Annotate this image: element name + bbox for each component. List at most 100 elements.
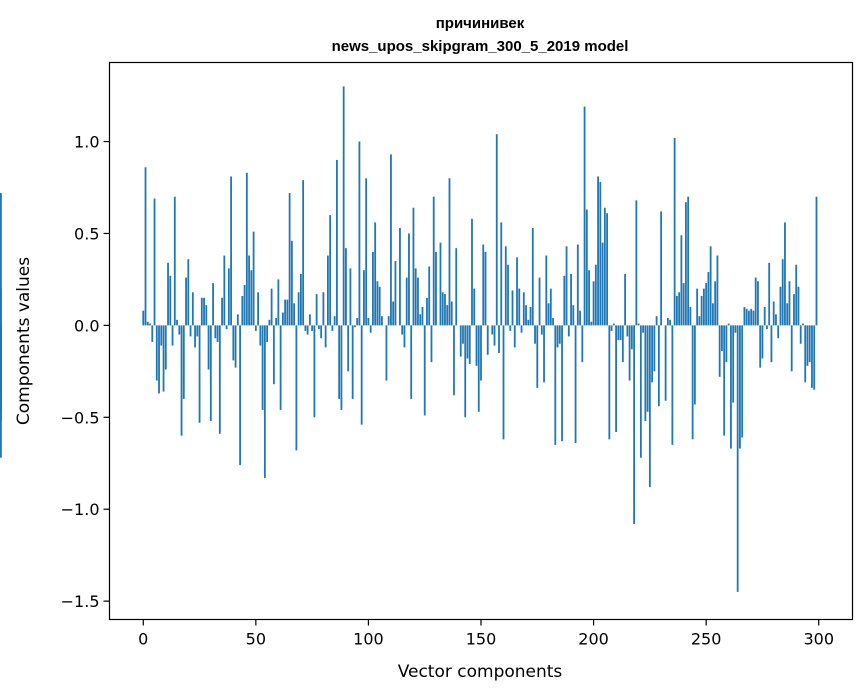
bar xyxy=(347,325,350,372)
bar xyxy=(466,325,469,359)
bar-series xyxy=(0,86,818,592)
bar xyxy=(698,316,701,326)
bar xyxy=(572,305,575,326)
bar xyxy=(799,325,802,344)
bar xyxy=(270,288,273,326)
bar xyxy=(221,297,223,326)
bar xyxy=(513,325,516,348)
bar xyxy=(354,325,356,328)
bar xyxy=(180,325,183,436)
bar xyxy=(306,325,309,335)
bar xyxy=(651,325,654,383)
y-tick-label: −0.5 xyxy=(61,408,100,427)
bar xyxy=(473,288,476,326)
bar xyxy=(486,325,489,355)
bar xyxy=(387,316,390,326)
y-tick-label: −1.0 xyxy=(61,500,100,519)
bar xyxy=(189,325,192,337)
bar xyxy=(218,325,221,434)
bar xyxy=(435,251,437,326)
bar xyxy=(477,325,480,412)
bar xyxy=(266,325,269,342)
bar xyxy=(491,325,494,335)
bar xyxy=(743,306,746,326)
bar xyxy=(349,268,352,326)
bar xyxy=(471,218,473,326)
bar xyxy=(705,283,708,326)
bar xyxy=(230,176,232,326)
bar xyxy=(281,312,284,326)
bar xyxy=(529,306,532,326)
bar xyxy=(763,306,766,326)
bar xyxy=(556,325,559,348)
bar xyxy=(446,305,449,326)
bar xyxy=(585,209,588,326)
bar xyxy=(345,248,347,326)
bar xyxy=(815,196,818,326)
bar xyxy=(327,255,329,326)
bar xyxy=(444,294,446,326)
y-tick-label: 1.0 xyxy=(74,133,99,152)
bar xyxy=(374,222,377,326)
bar xyxy=(592,281,595,326)
bar xyxy=(509,325,512,331)
bar xyxy=(214,325,217,339)
bar xyxy=(534,325,536,344)
bar xyxy=(561,325,563,442)
bar xyxy=(484,251,487,326)
bar xyxy=(727,323,730,326)
bar xyxy=(203,297,205,326)
bar xyxy=(401,325,404,335)
bar xyxy=(730,325,732,449)
bar xyxy=(687,196,690,326)
bar xyxy=(795,264,798,326)
bar xyxy=(205,305,208,326)
bar xyxy=(813,325,816,390)
bar xyxy=(284,299,287,326)
bar xyxy=(196,325,199,337)
bar xyxy=(599,181,602,326)
bar xyxy=(648,325,651,488)
bar xyxy=(527,319,530,326)
bar xyxy=(637,323,640,326)
bar xyxy=(223,255,226,326)
plot-frame xyxy=(108,61,854,621)
bar xyxy=(689,306,692,326)
bar xyxy=(653,325,656,372)
bar xyxy=(191,292,194,326)
bar xyxy=(268,319,271,326)
bar xyxy=(376,281,379,326)
bar xyxy=(417,277,419,326)
bar xyxy=(356,318,359,326)
bar xyxy=(144,167,147,326)
bar xyxy=(455,248,458,326)
bar xyxy=(209,325,212,421)
bar xyxy=(178,325,181,335)
bar xyxy=(682,283,685,326)
bar xyxy=(745,308,748,326)
bar xyxy=(302,180,305,326)
bar xyxy=(311,325,314,331)
bar xyxy=(304,325,307,331)
bar xyxy=(480,325,482,381)
bar xyxy=(574,325,577,444)
bar xyxy=(655,316,658,326)
bar xyxy=(176,319,178,326)
bar xyxy=(158,325,160,394)
bar xyxy=(538,277,541,326)
bar xyxy=(790,325,793,372)
bar xyxy=(610,325,613,331)
bar xyxy=(680,235,683,326)
bar xyxy=(365,178,368,326)
bar xyxy=(426,297,428,326)
bar xyxy=(441,292,444,326)
bar xyxy=(520,325,523,333)
bar xyxy=(639,325,642,458)
bar xyxy=(757,281,759,326)
bar xyxy=(597,176,599,326)
bar xyxy=(536,325,539,388)
bar xyxy=(200,297,203,326)
bar xyxy=(723,325,726,436)
bar xyxy=(185,277,187,326)
